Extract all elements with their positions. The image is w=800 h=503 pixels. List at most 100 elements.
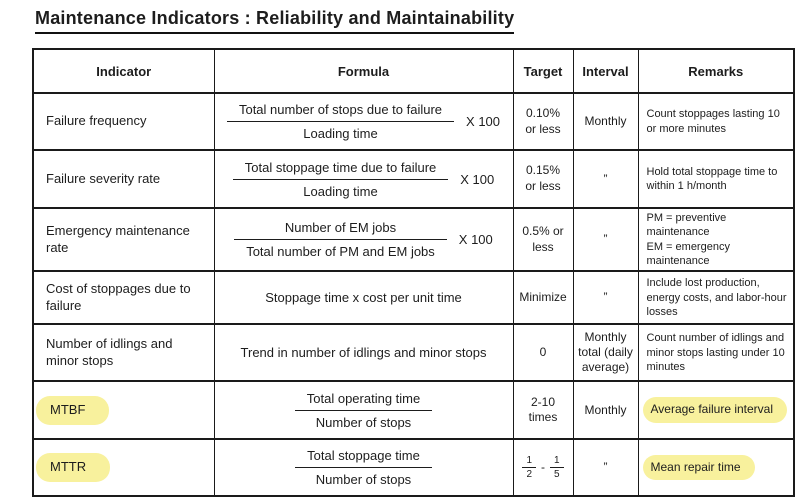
fraction-denominator: Loading time: [232, 178, 449, 199]
formula-cell: Stoppage time x cost per unit time: [213, 270, 514, 326]
fraction-denominator: Number of stops: [295, 467, 432, 487]
interval-cell: ”: [572, 149, 639, 209]
remarks-cell: Hold total stoppage time to within 1 h/m…: [637, 149, 795, 209]
indicator-cell: Number of idlings and minor stops: [32, 323, 215, 383]
fraction-denominator: Number of stops: [294, 409, 433, 430]
column-header-interval: Interval: [572, 48, 639, 94]
fraction-numerator: Total operating time: [306, 390, 421, 406]
interval-cell: Monthly: [572, 92, 639, 151]
fraction-denominator: 2: [522, 467, 536, 480]
header-row: Indicator Formula Target Interval Remark…: [32, 48, 795, 94]
indicator-label: Cost of stoppages due to failure: [46, 280, 191, 313]
interval-label: ”: [603, 232, 608, 247]
indicator-label: Emergency maintenance rate: [46, 222, 190, 255]
indicator-label: Failure frequency: [46, 113, 147, 129]
table-row: Cost of stoppages due to failure Stoppage…: [32, 270, 795, 326]
page-title: Maintenance Indicators : Reliability and…: [35, 8, 515, 34]
target-cell: 0.15% or less: [512, 149, 574, 209]
formula-text: Stoppage time x cost per unit time: [265, 290, 462, 306]
fraction-numerator: Number of EM jobs: [284, 220, 397, 236]
remarks-text: Mean repair time: [642, 454, 755, 481]
indicator-cell: Failure severity rate: [32, 149, 215, 209]
remarks-cell: Count stoppages lasting 10 or more minut…: [637, 92, 795, 151]
formula-cell: Total stoppage time due to failure Loadin…: [213, 149, 514, 209]
table-row: Number of idlings and minor stops Trend i…: [32, 323, 795, 383]
fraction-numerator: Total number of stops due to failure: [238, 102, 443, 117]
range-separator: -: [541, 459, 545, 474]
formula-text: Trend in number of idlings and minor sto…: [240, 345, 487, 361]
column-header-target: Target: [512, 48, 574, 94]
interval-cell: Monthly total (daily average): [572, 323, 639, 383]
indicator-label: Failure severity rate: [46, 170, 161, 186]
target-label: Minimize: [519, 289, 567, 304]
column-header-remarks: Remarks: [637, 48, 795, 94]
fraction-denominator: Total number of PM and EM jobs: [234, 239, 447, 259]
interval-cell: ”: [572, 438, 639, 498]
fraction-numerator: 1: [554, 455, 560, 467]
indicator-label: MTTR: [36, 453, 111, 483]
target-label: 0.5% or less: [522, 224, 564, 254]
formula-fraction: Total number of stops due to failure Load…: [226, 102, 455, 141]
remarks-cell: Count number of idlings and minor stops …: [637, 323, 795, 383]
remarks-cell: Include lost production, energy costs, a…: [637, 270, 795, 326]
formula-cell: Total stoppage time Number of stops: [213, 438, 514, 498]
indicator-label: MTBF: [36, 395, 110, 425]
interval-label: Monthly: [584, 114, 627, 128]
column-header-indicator: Indicator: [32, 48, 215, 94]
interval-label: ”: [603, 171, 608, 186]
indicator-cell: MTTR: [32, 438, 215, 498]
interval-label: Monthly: [584, 402, 627, 417]
indicator-label: Number of idlings and minor stops: [46, 335, 173, 368]
target-cell: 2-10 times: [512, 380, 574, 441]
interval-label: ”: [603, 460, 608, 475]
formula-cell: Total number of stops due to failure Load…: [213, 92, 514, 151]
formula-cell: Total operating time Number of stops: [213, 380, 514, 441]
remarks-cell: Average failure interval: [637, 380, 795, 441]
interval-cell: Monthly: [572, 380, 639, 441]
remarks-text: Count number of idlings and minor stops …: [646, 332, 785, 373]
maintenance-indicators-table: Indicator Formula Target Interval Remark…: [32, 48, 795, 498]
indicator-cell: Emergency maintenance rate: [32, 206, 215, 273]
fraction-numerator: 1: [526, 455, 532, 467]
fraction-numerator: Total stoppage time due to failure: [244, 159, 437, 175]
table-row: MTTR Total stoppage time Number of stops 1 2…: [32, 438, 795, 498]
multiplier-label: X 100: [460, 171, 495, 187]
target-label: 2-10 times: [528, 394, 558, 425]
multiplier-label: X 100: [466, 114, 501, 129]
target-label: 0.10% or less: [525, 105, 561, 136]
interval-cell: ”: [572, 206, 639, 273]
formula-fraction: Total operating time Number of stops: [294, 390, 433, 430]
table-row: MTBF Total operating time Number of stops 2…: [32, 380, 795, 441]
indicator-cell: Cost of stoppages due to failure: [32, 270, 215, 326]
interval-label: Monthly total (daily average): [578, 330, 633, 375]
indicator-cell: Failure frequency: [32, 92, 215, 151]
fraction-denominator: 5: [550, 467, 564, 480]
formula-fraction: Total stoppage time due to failure Loadin…: [232, 159, 449, 199]
remarks-text: Count stoppages lasting 10 or more minut…: [646, 108, 780, 135]
fraction-denominator: Loading time: [226, 121, 455, 141]
indicator-cell: MTBF: [32, 380, 215, 441]
formula-fraction: Total stoppage time Number of stops: [295, 448, 432, 487]
remarks-text: Hold total stoppage time to within 1 h/m…: [646, 165, 778, 192]
remarks-cell: Mean repair time: [637, 438, 795, 498]
remarks-text: Average failure interval: [642, 397, 788, 423]
fraction-numerator: Total stoppage time: [307, 448, 420, 464]
remarks-text: Include lost production, energy costs, a…: [646, 277, 787, 318]
target-cell: 0.5% or less: [512, 206, 574, 273]
target-label: 0.15% or less: [525, 163, 561, 193]
table-row: Emergency maintenance rate Number of EM j…: [32, 206, 795, 273]
multiplier-label: X 100: [458, 232, 493, 248]
target-label: 0: [539, 344, 547, 359]
target-cell: 0.10% or less: [512, 92, 574, 151]
table-body: Failure frequency Total number of stops d…: [32, 92, 795, 498]
formula-cell: Trend in number of idlings and minor sto…: [213, 323, 514, 383]
table-row: Failure severity rate Total stoppage time…: [32, 149, 795, 209]
formula-cell: Number of EM jobs Total number of PM and …: [213, 206, 514, 273]
target-cell: 0: [512, 323, 574, 383]
interval-label: ”: [603, 290, 608, 305]
interval-cell: ”: [572, 270, 639, 326]
table-row: Failure frequency Total number of stops d…: [32, 92, 795, 151]
